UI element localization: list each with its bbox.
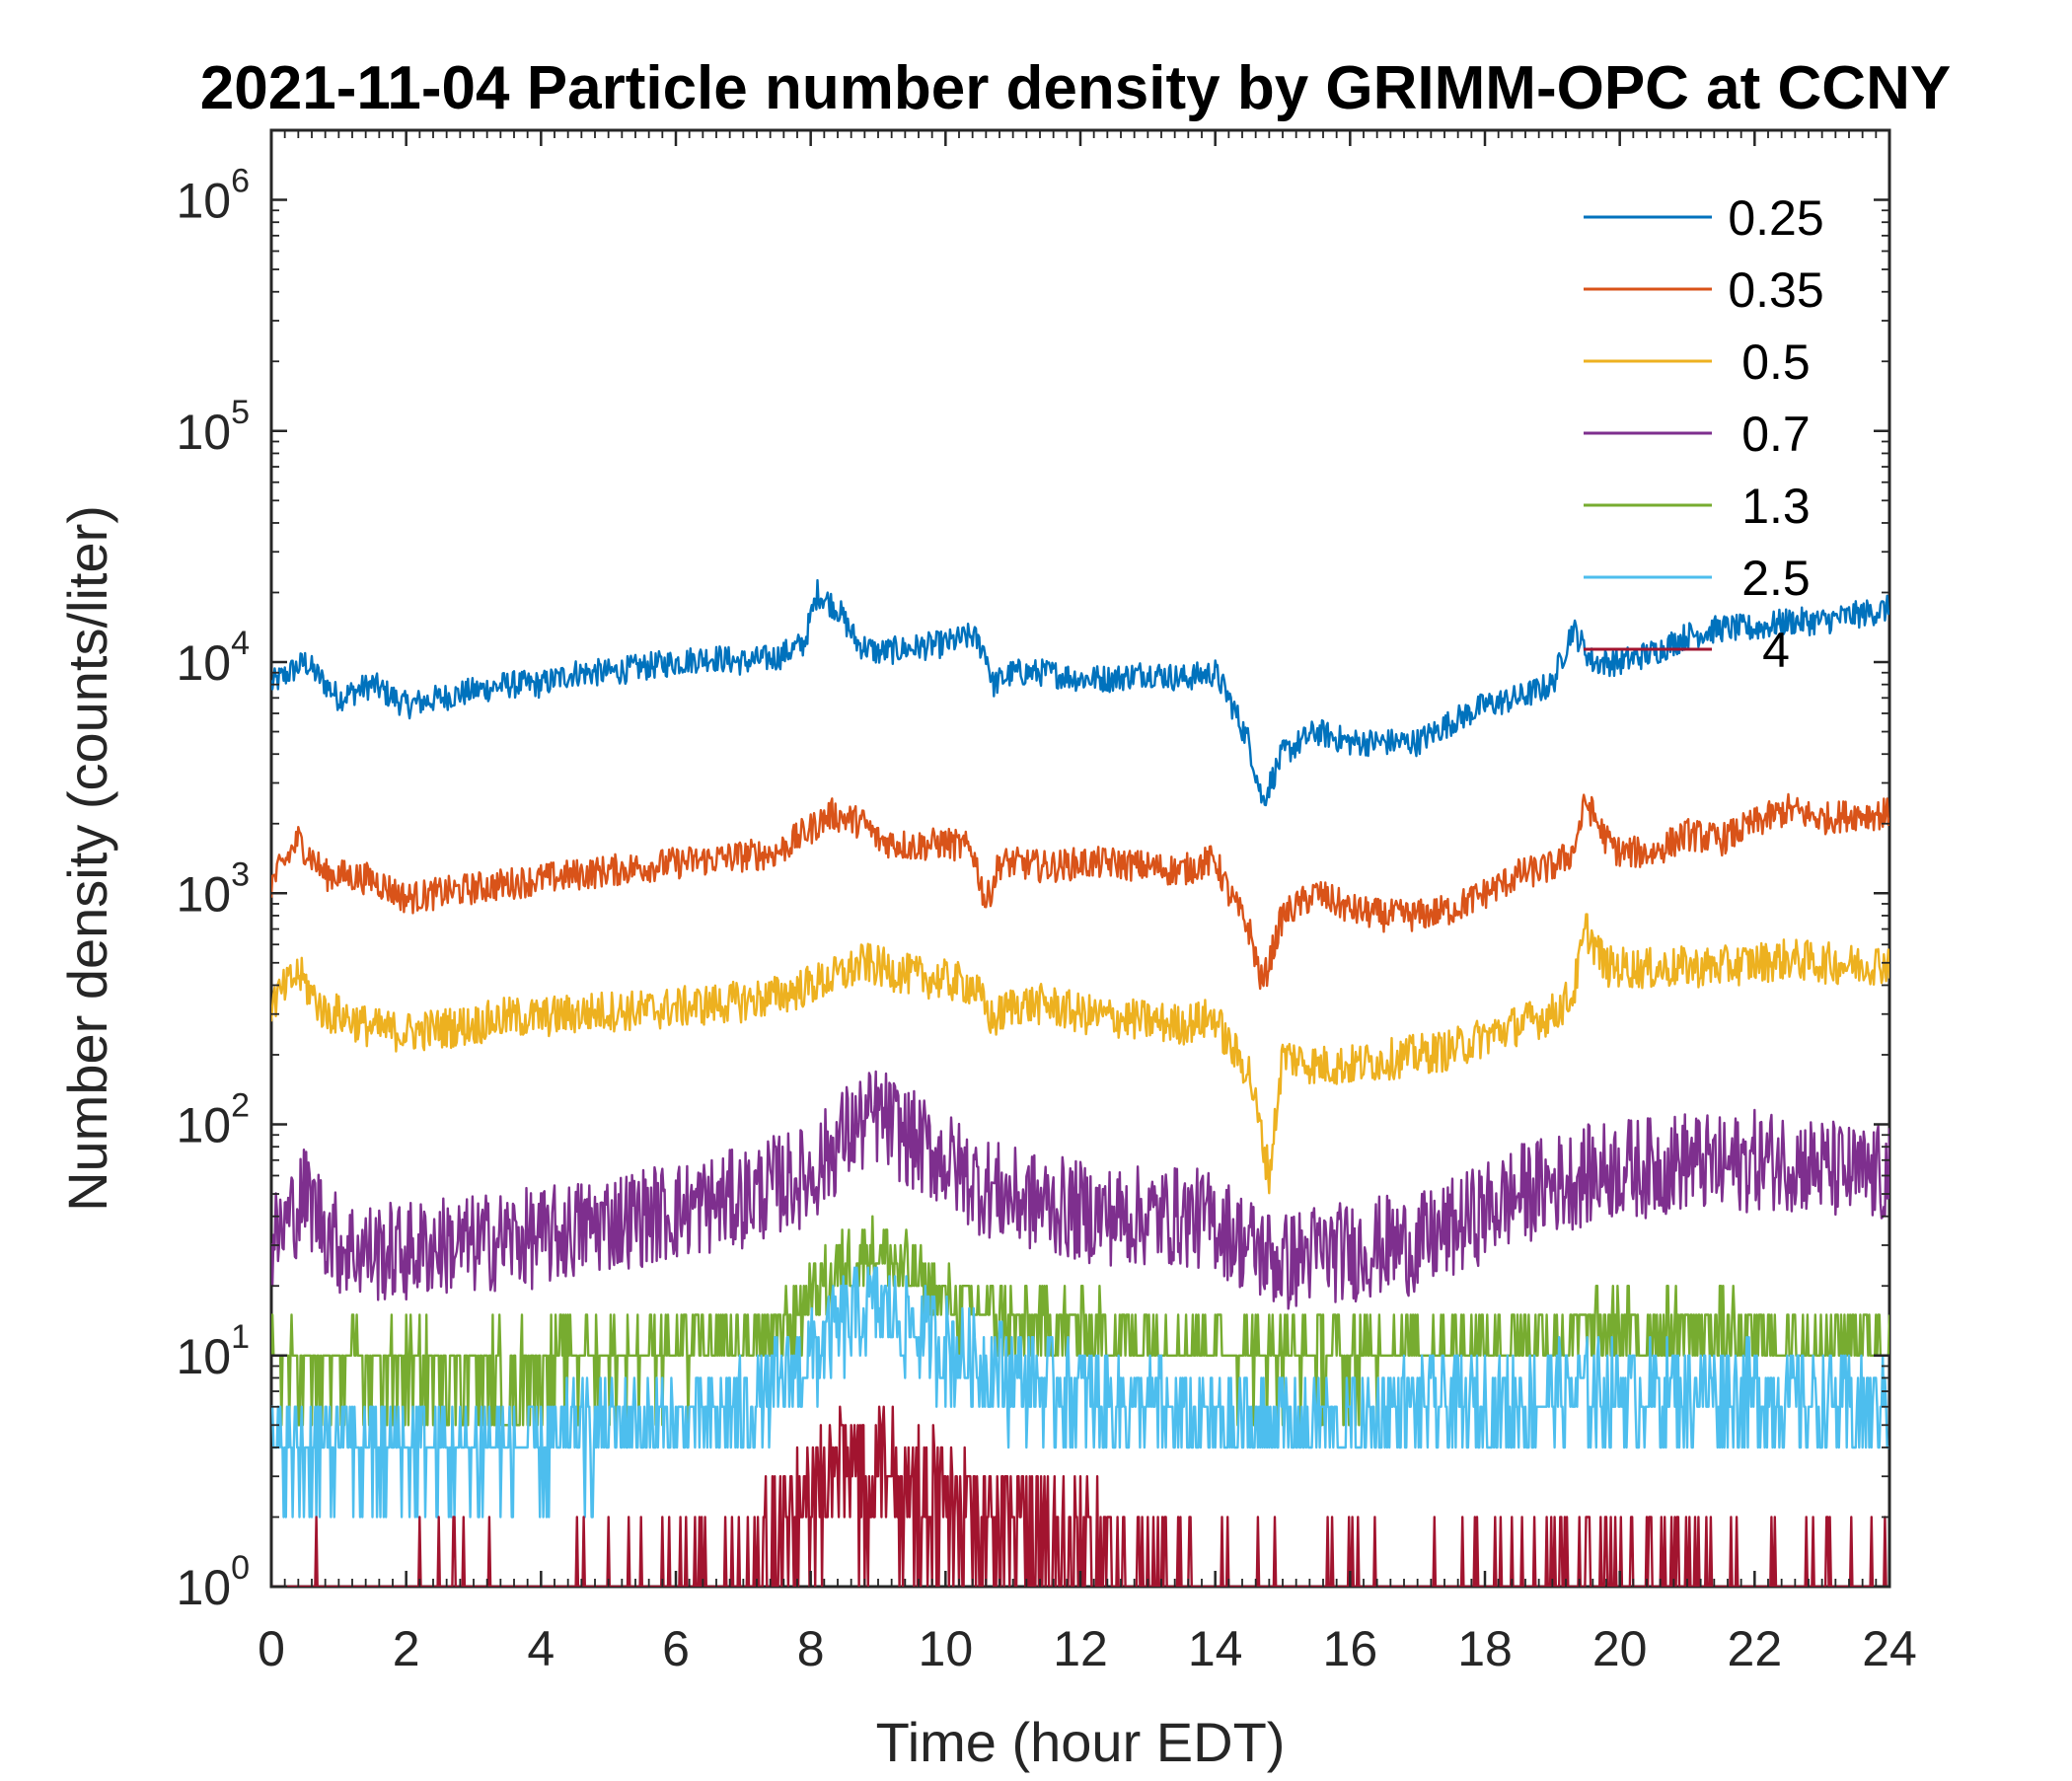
legend-label-4: 4: [1762, 623, 1790, 678]
x-tick-label: 0: [258, 1621, 285, 1676]
series-line-4: [271, 1405, 1889, 1587]
y-tick-label: 100: [176, 1549, 250, 1615]
x-tick-label: 2: [393, 1621, 420, 1676]
series-layer: [271, 578, 1889, 1587]
y-tick-labels: 100 101 102 103 104 105 106: [176, 163, 250, 1615]
series-line-0-35: [271, 792, 1889, 991]
legend-label-0-7: 0.7: [1741, 407, 1811, 462]
x-tick-label: 22: [1728, 1621, 1783, 1676]
x-tick-label: 18: [1457, 1621, 1513, 1676]
plot-area: [269, 128, 1891, 1589]
y-tick-label: 104: [176, 625, 250, 691]
y-tick-label: 101: [176, 1318, 250, 1384]
x-tick-label: 10: [919, 1621, 974, 1676]
series-line-0-7: [271, 1070, 1889, 1310]
y-tick-label: 106: [176, 163, 250, 229]
legend-label-0-5: 0.5: [1741, 334, 1811, 390]
ticks-layer: [269, 130, 1891, 1589]
series-line-0-25: [271, 578, 1889, 807]
y-tick-label: 103: [176, 855, 250, 922]
chart-title: 2021-11-04 Particle number density by GR…: [200, 54, 1951, 122]
legend-label-2-5: 2.5: [1741, 551, 1811, 606]
x-tick-label: 8: [797, 1621, 825, 1676]
x-tick-label: 14: [1188, 1621, 1243, 1676]
legend-label-0-35: 0.35: [1728, 262, 1823, 318]
y-tick-label: 102: [176, 1087, 250, 1153]
x-tick-label: 24: [1862, 1621, 1917, 1676]
y-tick-label: 105: [176, 394, 250, 460]
legend-label-0-25: 0.25: [1728, 190, 1823, 246]
x-tick-label: 6: [662, 1621, 690, 1676]
x-axis-label: Time (hour EDT): [876, 1711, 1286, 1773]
series-line-2-5: [271, 1266, 1889, 1519]
y-axis-label: Number density (counts/liter): [56, 505, 118, 1212]
x-tick-label: 12: [1053, 1621, 1108, 1676]
x-tick-label: 16: [1323, 1621, 1378, 1676]
legend: 0.25 0.35 0.5 0.7 1.3 2.5 4: [1584, 190, 1824, 678]
x-tick-label: 4: [527, 1621, 555, 1676]
series-line-0-5: [271, 913, 1889, 1195]
x-tick-label: 20: [1592, 1621, 1648, 1676]
legend-label-1-3: 1.3: [1741, 479, 1811, 534]
x-tick-labels: 0 2 4 6 8 10 12 14 16 18 20 22 24: [258, 1621, 1917, 1676]
